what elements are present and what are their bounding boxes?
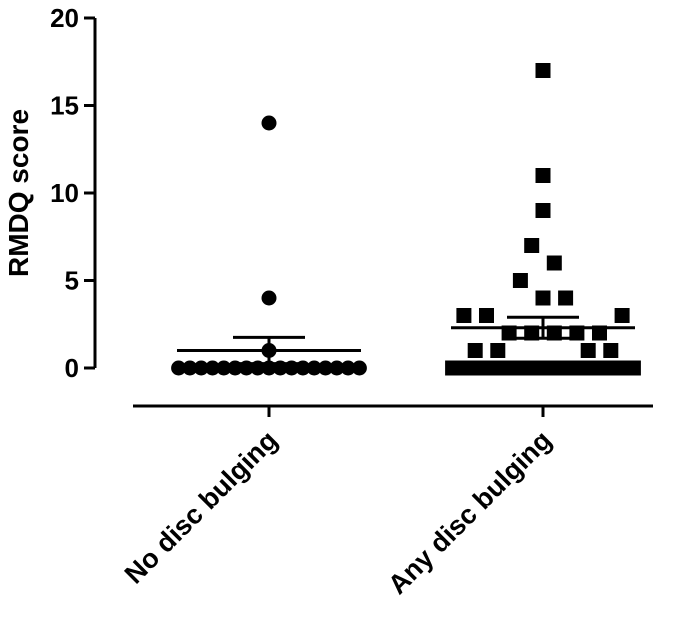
data-point-circle — [318, 360, 333, 376]
data-point-circle — [351, 360, 367, 376]
data-point-square — [603, 360, 619, 376]
y-tick-label: 5 — [65, 266, 79, 296]
x-tick-label: No disc bulging — [119, 425, 283, 589]
data-point-square — [479, 308, 494, 323]
data-point-square — [558, 360, 574, 376]
data-point-circle — [193, 360, 209, 376]
data-point-square — [456, 360, 472, 376]
data-point-square — [456, 308, 472, 323]
data-point-square — [535, 290, 551, 306]
data-point-square — [467, 343, 483, 358]
data-point-square — [625, 360, 641, 376]
data-point-square — [614, 308, 630, 323]
data-point-square — [512, 360, 528, 376]
data-point-square — [445, 360, 461, 376]
y-axis: 0 5 10 15 20 — [50, 3, 97, 383]
data-point-circle — [261, 290, 277, 306]
data-point-square — [614, 360, 630, 376]
data-point-square — [512, 273, 528, 288]
data-point-square — [490, 360, 506, 376]
data-point-square — [524, 238, 540, 253]
y-tick-label: 15 — [50, 91, 79, 121]
data-point-square — [558, 290, 574, 306]
data-point-circle — [205, 360, 220, 376]
x-axis: No disc bulging Any disc bulging — [119, 404, 653, 600]
data-point-square — [479, 360, 494, 376]
data-point-square — [580, 343, 596, 358]
data-point-square — [535, 63, 551, 78]
data-point-square — [592, 360, 607, 376]
data-point-circle — [216, 360, 232, 376]
y-tick-label: 10 — [50, 178, 79, 208]
data-point-square — [546, 360, 562, 376]
data-point-square — [501, 360, 517, 376]
data-point-square — [467, 360, 483, 376]
x-tick-label: Any disc bulging — [382, 425, 557, 600]
y-tick-label: 0 — [65, 353, 79, 383]
data-point-square — [546, 255, 562, 271]
data-point-square — [569, 360, 585, 376]
data-point-circle — [171, 360, 187, 376]
data-point-circle — [329, 360, 345, 376]
data-point-square — [490, 343, 506, 358]
data-point-circle — [306, 360, 322, 376]
data-point-square — [535, 203, 551, 218]
y-axis-title: RMDQ score — [3, 109, 34, 277]
data-point-square — [580, 360, 596, 376]
y-tick-label: 20 — [50, 3, 79, 33]
data-point-circle — [261, 115, 277, 131]
data-point-square — [535, 168, 551, 183]
data-point-square — [524, 360, 540, 376]
data-point-square — [603, 343, 619, 358]
data-point-circle — [182, 360, 198, 376]
mean-sem-bars — [177, 315, 635, 366]
data-point-square — [535, 360, 551, 376]
data-point-circle — [340, 360, 356, 376]
